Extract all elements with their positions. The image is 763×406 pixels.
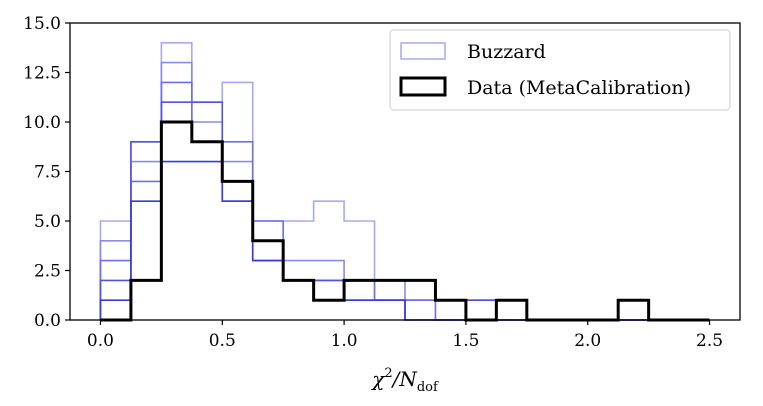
histogram-bin — [466, 300, 496, 320]
histogram-bin — [375, 300, 405, 320]
y-tick-label: 0.0 — [34, 311, 61, 331]
histogram-bin — [222, 201, 252, 320]
histogram-bin — [405, 300, 435, 320]
histogram-bin — [253, 221, 283, 320]
y-tick-label: 10.0 — [23, 113, 61, 133]
histogram-bin — [618, 300, 648, 320]
histogram-bin — [466, 300, 496, 320]
x-tick-label: 2.5 — [696, 331, 723, 351]
histogram-bin — [496, 300, 526, 320]
histogram-bin — [435, 300, 465, 320]
histogram-bin — [435, 300, 465, 320]
histogram-bin — [161, 82, 191, 320]
histogram-bin — [161, 122, 191, 320]
histogram-bin — [314, 300, 344, 320]
histogram-bin — [283, 280, 313, 320]
histogram-bin — [283, 280, 313, 320]
histogram-bin — [253, 261, 283, 320]
histogram-bin — [131, 181, 161, 320]
histogram-bin — [375, 300, 405, 320]
legend-swatch-data — [399, 76, 447, 97]
histogram-bin — [253, 221, 283, 320]
histogram-bin — [100, 261, 130, 320]
histogram-bin — [405, 300, 435, 320]
histogram-bin — [344, 221, 374, 320]
histogram-bin — [131, 162, 161, 320]
legend: Buzzard Data (MetaCalibration) — [389, 29, 731, 111]
x-tick-label: 1.0 — [331, 331, 358, 351]
x-tick-label: 1.5 — [452, 331, 479, 351]
y-tick-label: 2.5 — [34, 262, 61, 282]
histogram-bin — [253, 241, 283, 320]
histogram-bin — [192, 142, 222, 320]
histogram-bin — [314, 300, 344, 320]
histogram-bin — [131, 280, 161, 320]
histogram-bin — [222, 181, 252, 320]
x-tick-label: 0.5 — [209, 331, 236, 351]
legend-box — [389, 29, 731, 111]
histogram-bin — [161, 43, 191, 320]
legend-swatch-buzzard — [400, 42, 446, 60]
histogram-bin — [100, 221, 130, 320]
x-axis-title-main: χ — [370, 367, 386, 391]
histogram-bin — [161, 162, 191, 320]
histogram-bin — [131, 142, 161, 320]
x-axis-title: χ2/Ndof — [370, 366, 439, 395]
x-tick-label: 0.0 — [87, 331, 114, 351]
histogram-bin — [314, 261, 344, 320]
histogram-bin — [283, 280, 313, 320]
histogram-bin — [375, 300, 405, 320]
x-axis-title-mid: /N — [391, 367, 419, 391]
x-axis-title-sub: dof — [417, 380, 439, 395]
y-tick-label: 5.0 — [34, 212, 61, 232]
histogram-bin — [222, 201, 252, 320]
histogram-bin — [192, 102, 222, 320]
histogram-bin — [283, 261, 313, 320]
histogram-bin — [100, 300, 130, 320]
histogram-bin — [405, 300, 435, 320]
histogram-bin — [192, 142, 222, 320]
y-tick-label: 7.5 — [34, 163, 61, 183]
histogram-bin — [253, 261, 283, 320]
y-tick-label: 12.5 — [23, 64, 61, 84]
histogram-bin — [161, 102, 191, 320]
histogram-bin — [283, 221, 313, 320]
histogram-bin — [344, 300, 374, 320]
ticks-layer: 0.0 0.5 1.0 1.5 2.0 2.5 0.0 2.5 5.0 7.5 10.0 12.5 15… — [23, 14, 723, 351]
histogram-bin — [435, 300, 465, 320]
histogram-bin — [283, 280, 313, 320]
legend-label-data: Data (MetaCalibration) — [467, 77, 691, 99]
histogram-bin — [222, 142, 252, 320]
x-axis-title-sup: 2 — [384, 366, 392, 381]
histogram-bin — [131, 142, 161, 320]
y-tick-label: 15.0 — [23, 14, 61, 34]
histogram-bin — [192, 122, 222, 320]
histogram-bin — [375, 300, 405, 320]
histogram-bin — [466, 300, 496, 320]
histogram-bin — [161, 63, 191, 320]
x-tick-label: 2.0 — [574, 331, 601, 351]
histogram-bin — [192, 102, 222, 320]
histogram-bin — [192, 162, 222, 320]
histogram-bin — [253, 241, 283, 320]
histogram-bin — [131, 201, 161, 320]
legend-label-buzzard: Buzzard — [467, 41, 546, 63]
histogram-bin — [222, 162, 252, 320]
histogram-bin — [344, 300, 374, 320]
